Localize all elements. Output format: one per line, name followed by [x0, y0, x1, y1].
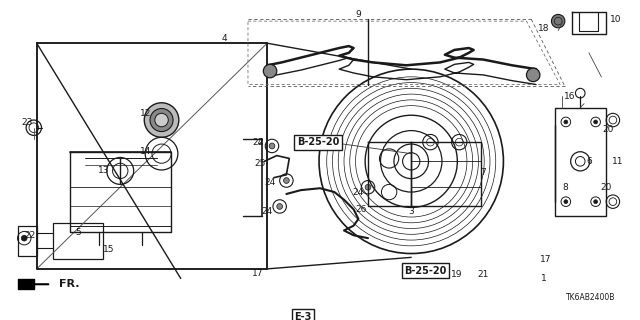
Text: 11: 11 [612, 157, 623, 166]
Text: FR.: FR. [59, 279, 79, 289]
Circle shape [269, 143, 275, 149]
Text: 2: 2 [258, 138, 263, 147]
Circle shape [284, 178, 289, 183]
Text: 24: 24 [353, 188, 364, 196]
Text: 21: 21 [477, 270, 489, 279]
Text: 16: 16 [564, 92, 575, 100]
Circle shape [150, 108, 173, 132]
Circle shape [594, 200, 598, 204]
Text: 8: 8 [562, 183, 568, 192]
Text: 14: 14 [140, 147, 151, 156]
Circle shape [564, 200, 568, 204]
Text: E-3: E-3 [294, 312, 312, 320]
Text: 13: 13 [98, 166, 109, 175]
Text: 20: 20 [602, 125, 614, 134]
Text: 24: 24 [262, 207, 273, 216]
Text: 6: 6 [586, 157, 592, 166]
Circle shape [276, 204, 282, 209]
Text: 3: 3 [408, 207, 414, 216]
Text: 9: 9 [356, 10, 362, 19]
Circle shape [144, 103, 179, 137]
Text: 24: 24 [252, 138, 263, 147]
Text: 26: 26 [356, 205, 367, 214]
Bar [556, 108, 606, 216]
Text: 5: 5 [75, 228, 81, 237]
Text: B-25-20: B-25-20 [404, 266, 447, 276]
Circle shape [564, 120, 568, 124]
Text: 7: 7 [481, 168, 486, 177]
Circle shape [263, 64, 276, 78]
Text: 10: 10 [610, 15, 621, 24]
Text: 15: 15 [103, 245, 115, 254]
Bar [53, 223, 103, 259]
Circle shape [365, 184, 371, 190]
Text: 25: 25 [255, 159, 266, 168]
Text: TK6AB2400B: TK6AB2400B [566, 292, 616, 301]
Text: 12: 12 [140, 109, 151, 118]
Text: 19: 19 [451, 270, 462, 279]
Circle shape [594, 120, 598, 124]
Text: 22: 22 [24, 231, 36, 240]
Text: 17: 17 [540, 255, 552, 264]
Text: 17: 17 [252, 269, 263, 278]
Circle shape [552, 14, 565, 28]
Circle shape [527, 68, 540, 82]
Circle shape [21, 235, 27, 241]
Text: 4: 4 [221, 34, 227, 43]
Text: 24: 24 [264, 178, 276, 187]
Text: B-25-20: B-25-20 [297, 137, 339, 147]
Text: 20: 20 [600, 183, 612, 192]
Text: 18: 18 [538, 24, 550, 33]
Text: 1: 1 [541, 274, 547, 283]
Bar [17, 226, 36, 256]
Circle shape [155, 113, 168, 127]
Text: 23: 23 [21, 118, 33, 127]
